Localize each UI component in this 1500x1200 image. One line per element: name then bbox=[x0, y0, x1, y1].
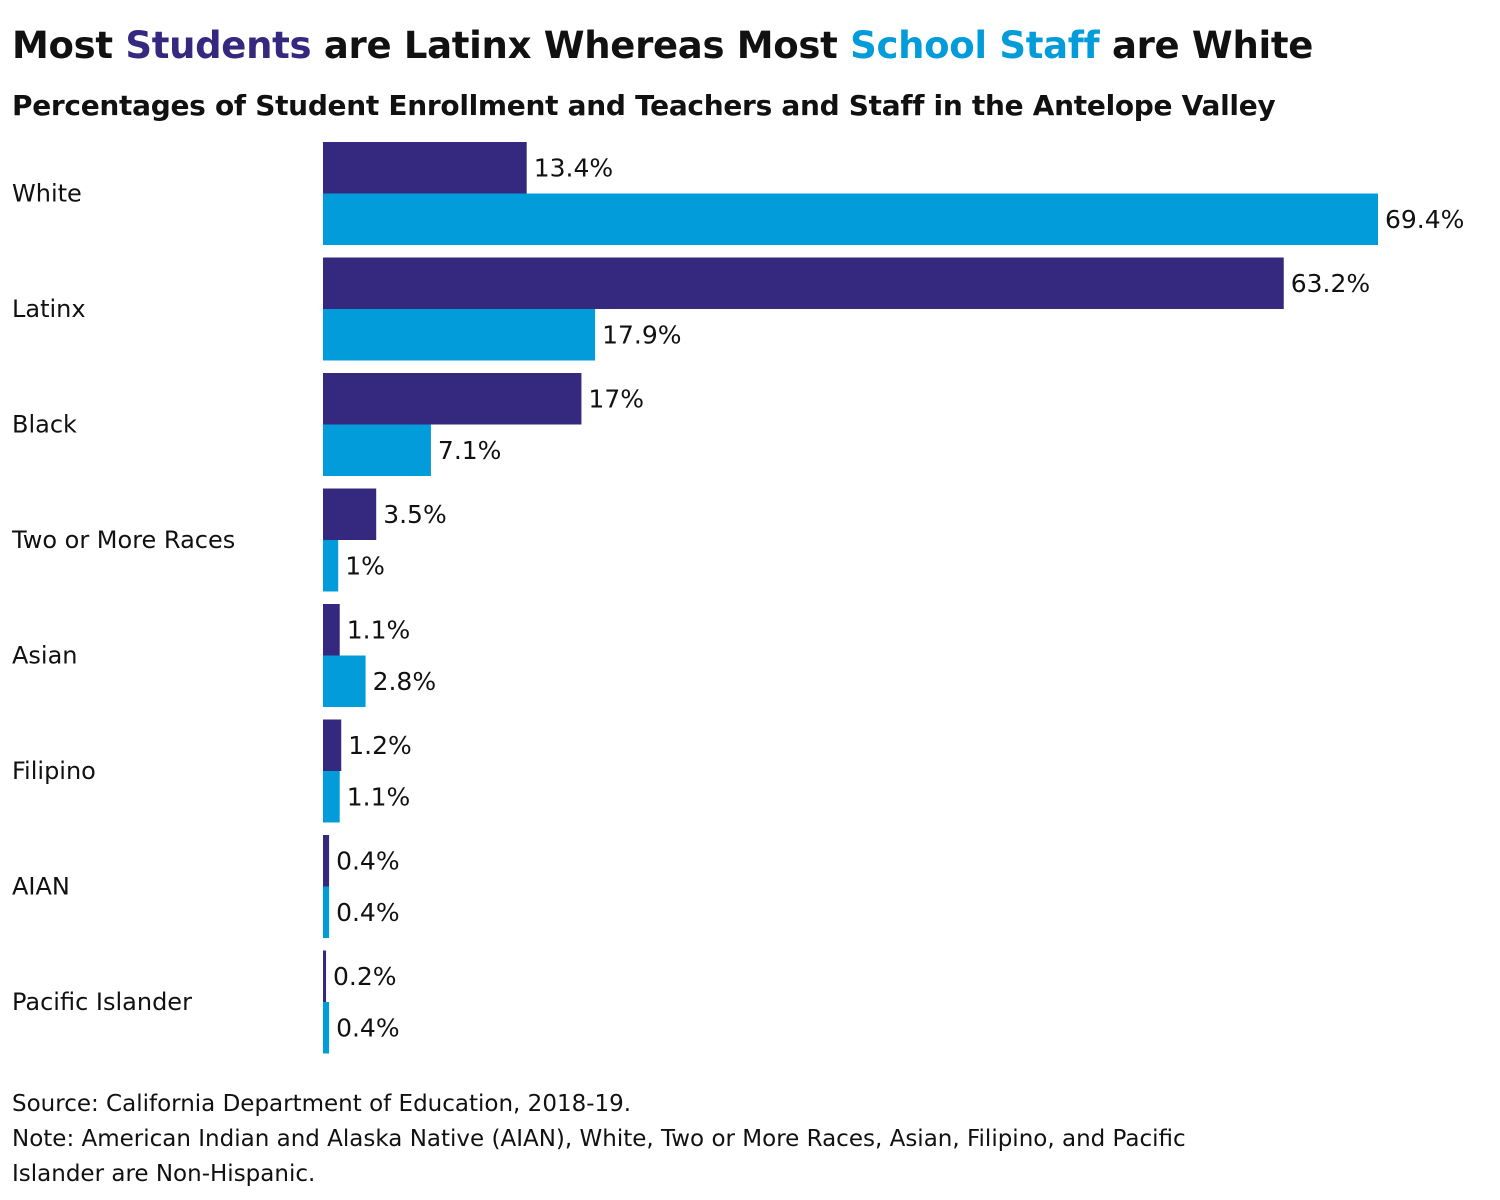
category-label: White bbox=[12, 180, 82, 208]
students-bar bbox=[323, 604, 340, 656]
staff-value-label: 69.4% bbox=[1385, 205, 1464, 234]
chart-footer: Source: California Department of Educati… bbox=[12, 1087, 1186, 1192]
category-label: Latinx bbox=[12, 295, 86, 323]
students-value-label: 1.2% bbox=[348, 731, 412, 760]
students-bar bbox=[323, 950, 327, 1002]
students-value-label: 1.1% bbox=[347, 615, 411, 644]
staff-bar bbox=[323, 424, 431, 476]
students-bar bbox=[323, 257, 1284, 309]
students-bar bbox=[323, 835, 330, 887]
staff-bar bbox=[323, 1002, 330, 1054]
staff-value-label: 0.4% bbox=[336, 898, 400, 927]
chart-title: Most Students are Latinx Whereas Most Sc… bbox=[12, 24, 1313, 67]
students-bar bbox=[323, 719, 342, 771]
students-value-label: 0.4% bbox=[336, 846, 400, 875]
students-value-label: 0.2% bbox=[333, 962, 397, 991]
footnote-line-2: Islander are Non-Hispanic. bbox=[12, 1161, 316, 1187]
staff-value-label: 7.1% bbox=[438, 436, 502, 465]
staff-bar bbox=[323, 655, 366, 707]
staff-bar bbox=[323, 193, 1378, 245]
students-bar bbox=[323, 142, 527, 194]
staff-bar bbox=[323, 540, 339, 592]
staff-value-label: 1.1% bbox=[347, 782, 411, 811]
staff-value-label: 2.8% bbox=[373, 667, 437, 696]
source-note: Source: California Department of Educati… bbox=[12, 1091, 632, 1117]
category-label: Filipino bbox=[12, 757, 96, 785]
category-label: AIAN bbox=[12, 873, 70, 901]
staff-value-label: 17.9% bbox=[602, 320, 681, 349]
title-part-1: Students bbox=[125, 24, 312, 67]
title-part-0: Most bbox=[12, 24, 126, 67]
staff-bar bbox=[323, 886, 330, 938]
students-value-label: 17% bbox=[588, 384, 644, 413]
students-value-label: 63.2% bbox=[1291, 269, 1370, 298]
staff-value-label: 0.4% bbox=[336, 1013, 400, 1042]
students-bar bbox=[323, 488, 377, 540]
staff-bar bbox=[323, 309, 596, 361]
students-value-label: 3.5% bbox=[383, 500, 447, 529]
students-bar bbox=[323, 373, 582, 425]
bar-chart: White 13.4% 69.4% Latinx 63.2% 17.9% Black 17% 7… bbox=[11, 142, 1464, 1054]
footnote-line-1: Note: American Indian and Alaska Native … bbox=[12, 1126, 1186, 1152]
title-part-3: School Staff bbox=[850, 24, 1100, 67]
title-part-2: are Latinx Whereas Most bbox=[311, 24, 851, 67]
category-label: Black bbox=[12, 411, 77, 439]
category-label: Pacific Islander bbox=[12, 988, 192, 1016]
students-value-label: 13.4% bbox=[534, 153, 613, 182]
category-label: Asian bbox=[12, 642, 78, 670]
title-part-4: are White bbox=[1099, 24, 1314, 67]
category-label: Two or More Races bbox=[11, 526, 235, 554]
staff-value-label: 1% bbox=[345, 551, 385, 580]
chart-subtitle: Percentages of Student Enrollment and Te… bbox=[12, 89, 1276, 122]
staff-bar bbox=[323, 771, 340, 823]
